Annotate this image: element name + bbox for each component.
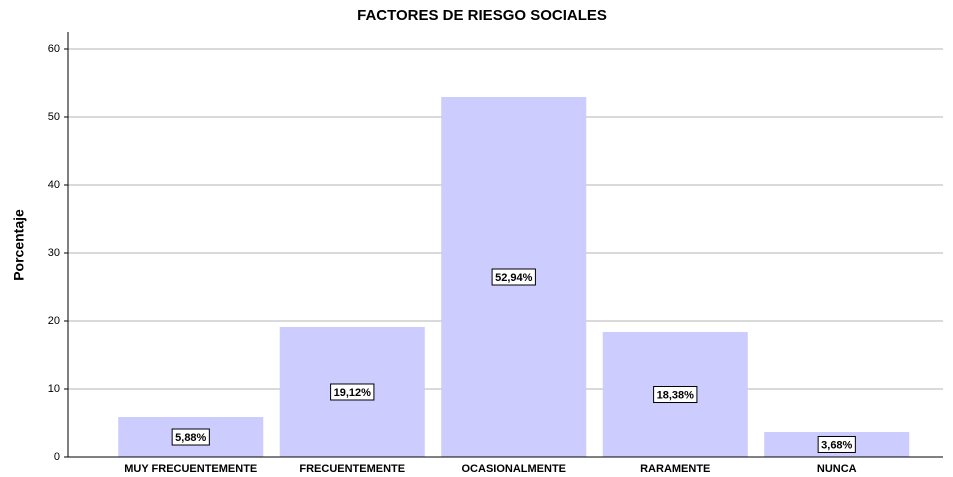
x-tick-label: NUNCA xyxy=(817,463,857,475)
x-tick-label: FRECUENTEMENTE xyxy=(299,463,405,475)
value-label-box xyxy=(653,386,698,404)
y-tick-label: 30 xyxy=(48,247,60,259)
value-label: 3,68% xyxy=(821,439,852,451)
value-label-box xyxy=(817,435,856,453)
value-label-box xyxy=(330,383,375,401)
y-tick-label: 50 xyxy=(48,111,60,123)
value-label: 19,12% xyxy=(334,387,372,399)
y-tick-label: 10 xyxy=(48,383,60,395)
x-tick-label: RARAMENTE xyxy=(640,463,710,475)
value-label-box xyxy=(171,428,210,446)
y-tick-label: 0 xyxy=(54,451,60,463)
value-label-box xyxy=(491,268,536,286)
value-label: 52,94% xyxy=(495,272,533,284)
y-tick-label: 60 xyxy=(48,43,60,55)
value-label: 5,88% xyxy=(175,432,206,444)
y-axis-label: Porcentaje xyxy=(11,209,27,281)
y-tick-label: 20 xyxy=(48,315,60,327)
x-tick-label: OCASIONALMENTE xyxy=(462,463,567,475)
y-tick-label: 40 xyxy=(48,179,60,191)
value-label: 18,38% xyxy=(657,389,695,401)
x-tick-label: MUY FRECUENTEMENTE xyxy=(124,463,257,475)
chart-title: FACTORES DE RIESGO SOCIALES xyxy=(357,7,607,24)
